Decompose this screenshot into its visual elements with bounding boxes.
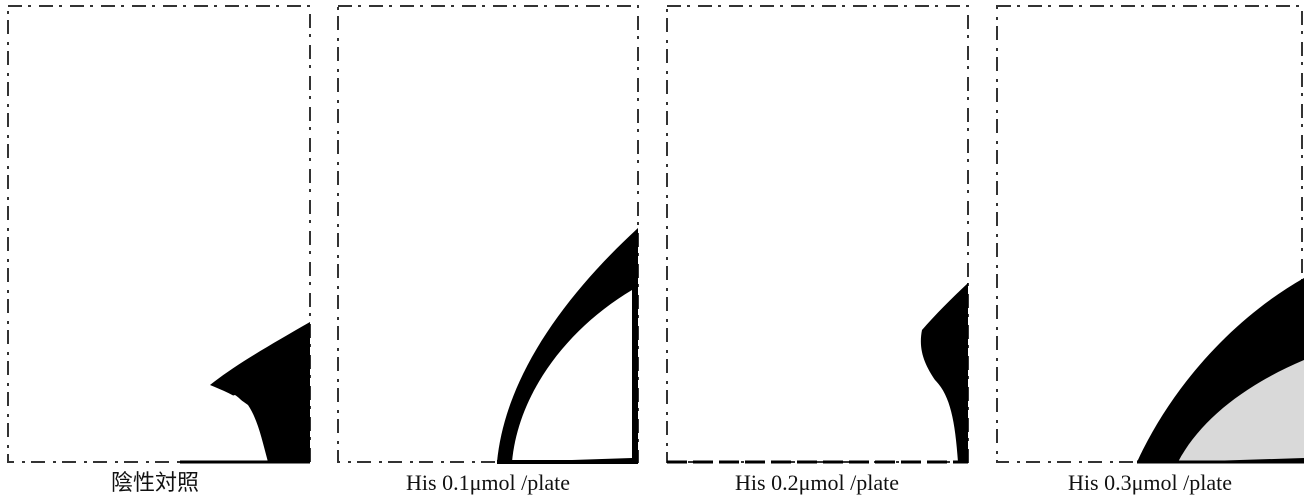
plate-panel-1 [7, 5, 311, 464]
panel-caption: 陰性対照 [111, 470, 199, 495]
clear-zone [1178, 360, 1304, 462]
plate-panel-3 [666, 5, 969, 464]
plate-panel-2 [337, 5, 639, 464]
panel-caption: His 0.1μmol /plate [406, 470, 570, 495]
panel-caption: His 0.3μmol /plate [1068, 470, 1232, 495]
plate-panel-4 [996, 5, 1304, 464]
panel-caption: His 0.2μmol /plate [735, 470, 899, 495]
clear-zone [185, 395, 262, 462]
panel-frame [996, 5, 1303, 463]
colony-region [210, 322, 310, 462]
colony-region [920, 283, 968, 462]
panel-frame [666, 5, 969, 463]
panel-frame [7, 5, 311, 463]
clear-zone [512, 290, 632, 462]
